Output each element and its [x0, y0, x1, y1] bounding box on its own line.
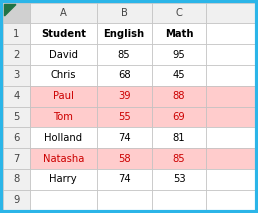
Text: 7: 7 [13, 154, 19, 164]
Bar [30, 106, 97, 127]
Bar [30, 190, 97, 210]
Bar [151, 3, 206, 23]
Bar [97, 44, 151, 65]
Bar [30, 86, 97, 106]
Bar [151, 23, 206, 44]
Bar [97, 127, 151, 148]
Bar [97, 65, 151, 86]
Text: Tom: Tom [53, 112, 73, 122]
Bar [30, 65, 97, 86]
Text: 58: 58 [118, 154, 130, 164]
Bar [206, 44, 255, 65]
Bar [206, 190, 255, 210]
Text: 55: 55 [118, 112, 131, 122]
Text: 85: 85 [118, 49, 130, 59]
Text: A: A [60, 8, 67, 18]
Bar [151, 127, 206, 148]
Text: Chris: Chris [51, 70, 76, 80]
Text: 45: 45 [173, 70, 185, 80]
Bar [151, 65, 206, 86]
Text: 6: 6 [13, 133, 19, 143]
Text: 4: 4 [13, 91, 19, 101]
Bar [30, 169, 97, 190]
Bar [206, 23, 255, 44]
Bar [97, 106, 151, 127]
Bar [3, 190, 30, 210]
Text: 39: 39 [118, 91, 130, 101]
Text: 2: 2 [13, 49, 19, 59]
Text: 1: 1 [13, 29, 19, 39]
Bar [97, 148, 151, 169]
Text: 5: 5 [13, 112, 19, 122]
Bar [3, 169, 30, 190]
Bar [3, 127, 30, 148]
Polygon shape [4, 4, 16, 16]
Bar [206, 3, 255, 23]
Bar [151, 190, 206, 210]
Bar [30, 148, 97, 169]
Text: 85: 85 [173, 154, 185, 164]
Bar [151, 86, 206, 106]
Bar [3, 65, 30, 86]
Bar [151, 106, 206, 127]
Bar [97, 86, 151, 106]
Text: 95: 95 [173, 49, 186, 59]
Bar [206, 106, 255, 127]
Bar [206, 127, 255, 148]
Text: David: David [49, 49, 78, 59]
Bar [3, 44, 30, 65]
Text: Paul: Paul [53, 91, 74, 101]
Bar [206, 148, 255, 169]
Text: 3: 3 [13, 70, 19, 80]
Bar [151, 148, 206, 169]
Bar [3, 106, 30, 127]
Bar [151, 169, 206, 190]
Text: 88: 88 [173, 91, 185, 101]
Text: Holland: Holland [44, 133, 82, 143]
Text: 8: 8 [13, 174, 19, 184]
Bar [97, 169, 151, 190]
Text: 9: 9 [13, 195, 19, 205]
Text: English: English [103, 29, 145, 39]
Text: B: B [121, 8, 127, 18]
Text: Student: Student [41, 29, 86, 39]
Text: Natasha: Natasha [43, 154, 84, 164]
Text: 68: 68 [118, 70, 130, 80]
Text: 53: 53 [173, 174, 185, 184]
Bar [151, 44, 206, 65]
Text: 74: 74 [118, 174, 130, 184]
Text: 81: 81 [173, 133, 185, 143]
Bar [206, 169, 255, 190]
Bar [3, 148, 30, 169]
Text: 74: 74 [118, 133, 130, 143]
Text: Harry: Harry [50, 174, 77, 184]
Bar [30, 3, 97, 23]
Bar [97, 3, 151, 23]
Text: 69: 69 [173, 112, 186, 122]
Bar [97, 190, 151, 210]
Bar [3, 23, 30, 44]
Bar [3, 86, 30, 106]
Bar [3, 3, 30, 23]
Bar [206, 86, 255, 106]
Bar [97, 23, 151, 44]
Bar [30, 127, 97, 148]
Text: C: C [176, 8, 182, 18]
Bar [30, 44, 97, 65]
Bar [206, 65, 255, 86]
Text: Math: Math [165, 29, 193, 39]
Bar [30, 23, 97, 44]
